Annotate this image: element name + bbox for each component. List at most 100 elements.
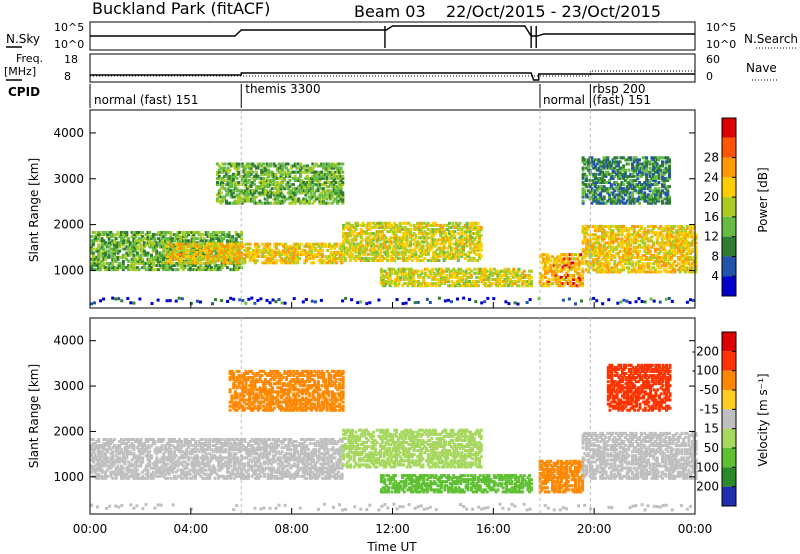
echo-cell — [451, 232, 455, 236]
echo-cell — [581, 166, 585, 170]
echo-cell — [179, 246, 183, 250]
echo-cell — [190, 237, 194, 241]
echo-cell — [307, 181, 311, 184]
echo-cell — [142, 266, 146, 270]
echo-cell — [257, 244, 261, 248]
echo-cell — [347, 234, 351, 238]
echo-cell — [253, 201, 257, 205]
echo-cell — [431, 269, 435, 273]
echo-cell — [221, 183, 225, 187]
echo-cell — [273, 244, 277, 248]
echo-cell — [671, 249, 675, 253]
echo-cell — [225, 253, 229, 256]
echo-cell — [352, 230, 356, 234]
echo-cell — [661, 229, 664, 233]
echo-cell — [102, 247, 106, 251]
echo-cell — [448, 273, 452, 277]
echo-cell — [496, 273, 500, 277]
echo-cell — [645, 251, 649, 255]
echo-cell — [216, 244, 220, 248]
echo-cell — [404, 275, 408, 279]
echo-cell — [281, 162, 285, 166]
echo-cell — [456, 256, 460, 260]
echo-cell — [238, 264, 242, 267]
echo-cell — [304, 170, 308, 174]
echo-cell — [310, 250, 314, 254]
echo-cell — [676, 247, 680, 251]
echo-cell — [634, 237, 638, 241]
echo-cell — [397, 278, 401, 281]
echo-cell — [334, 191, 338, 195]
echo-cell — [416, 221, 420, 225]
echo-cell — [402, 232, 406, 236]
echo-cell — [455, 254, 458, 258]
echo-cell — [254, 176, 258, 180]
echo-cell — [417, 282, 420, 286]
echo-cell — [306, 187, 309, 191]
echo-cell — [692, 235, 696, 239]
echo-cell — [655, 247, 659, 251]
echo-cell — [599, 162, 603, 166]
echo-cell — [460, 240, 464, 244]
echo-cell — [316, 172, 320, 176]
echo-cell — [678, 243, 682, 247]
echo-cell — [599, 195, 603, 199]
echo-cell — [230, 259, 234, 263]
echo-cell — [297, 170, 301, 174]
echo-cell — [478, 269, 482, 273]
echo-cell — [455, 238, 458, 242]
echo-cell — [396, 256, 400, 260]
echo-cell — [193, 257, 197, 261]
echo-cell — [206, 250, 210, 254]
echo-cell — [279, 164, 283, 168]
echo-cell — [455, 226, 458, 229]
echo-cell — [588, 243, 592, 247]
echo-cell — [604, 170, 608, 174]
echo-cell — [265, 176, 269, 180]
echo-cell — [320, 170, 324, 174]
echo-cell — [505, 269, 509, 273]
echo-cell — [476, 242, 480, 246]
echo-cell — [581, 174, 585, 178]
echo-cell — [132, 243, 136, 247]
echo-cell — [181, 255, 185, 259]
echo-cell — [112, 268, 116, 272]
echo-cell — [283, 170, 287, 174]
echo-cell — [464, 271, 468, 275]
echo-cell — [583, 231, 587, 235]
echo-cell — [631, 256, 634, 259]
echo-cell — [632, 197, 636, 201]
echo-cell — [601, 227, 604, 231]
echo-cell — [680, 239, 684, 243]
echo-cell — [678, 237, 682, 241]
echo-cell — [409, 242, 413, 246]
echo-cell — [174, 255, 178, 259]
echo-cell — [540, 275, 544, 279]
echo-cell — [206, 248, 210, 252]
echo-cell — [324, 261, 328, 265]
echo-cell — [91, 257, 95, 261]
echo-cell — [343, 256, 347, 260]
echo-cell — [680, 262, 684, 266]
echo-cell — [597, 256, 601, 259]
echo-cell — [389, 259, 393, 262]
echo-cell — [655, 253, 659, 257]
echo-cell — [231, 174, 235, 178]
echo-cell — [93, 268, 97, 272]
echo-cell — [405, 234, 409, 238]
echo-cell — [300, 191, 304, 195]
echo-cell — [489, 267, 493, 271]
echo-cell — [554, 278, 558, 281]
echo-cell — [685, 225, 689, 228]
echo-cell — [408, 271, 412, 275]
echo-cell — [261, 162, 265, 166]
echo-cell — [625, 251, 629, 255]
echo-cell — [283, 261, 287, 265]
echo-cell — [479, 234, 483, 238]
echo-cell — [314, 176, 318, 180]
echo-cell — [558, 275, 562, 279]
echo-cell — [403, 250, 407, 254]
echo-cell — [411, 278, 415, 281]
echo-cell — [313, 246, 317, 250]
echo-cell — [169, 255, 173, 259]
